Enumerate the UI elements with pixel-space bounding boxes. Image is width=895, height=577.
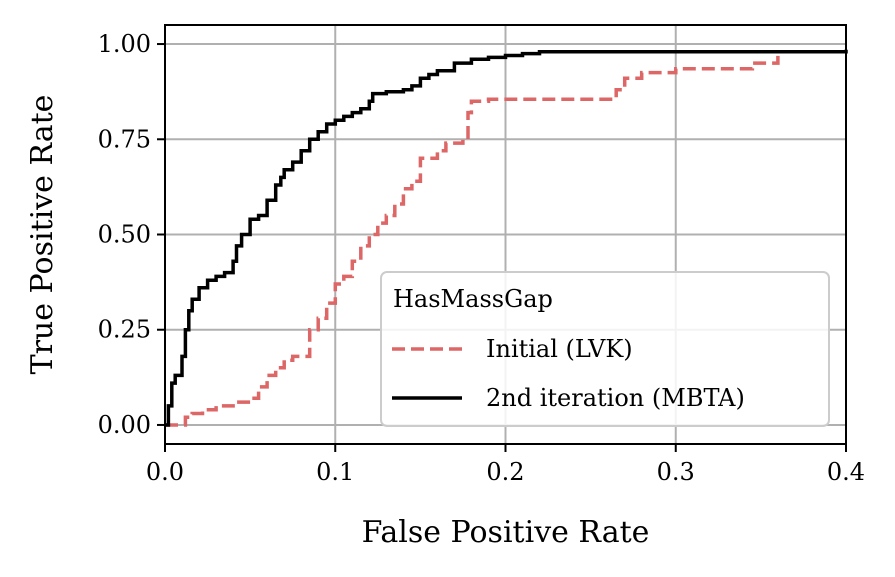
y-axis-label: True Positive Rate	[25, 95, 60, 375]
x-tick-label: 0.3	[657, 458, 695, 486]
x-tick-label: 0.1	[316, 458, 354, 486]
series-line-second-iteration-mbta	[165, 49, 848, 427]
y-tick-label: 0.00	[98, 411, 151, 439]
x-tick-label: 0.4	[827, 458, 865, 486]
y-tick-label: 0.50	[98, 221, 151, 249]
ticks: 0.0 0.1 0.2 0.3 0.4 0.00 0.25 0.50 0.75 1.00	[98, 30, 866, 486]
legend-box	[380, 271, 830, 427]
series-layer	[165, 49, 848, 427]
y-tick-label: 1.00	[98, 30, 151, 58]
legend-title: HasMassGap	[393, 285, 553, 313]
x-tick-label: 0.0	[146, 458, 184, 486]
legend: HasMassGap Initial (LVK) 2nd iteration (…	[380, 271, 830, 427]
y-tick-label: 0.25	[98, 316, 151, 344]
series-line-initial-lvk	[165, 51, 780, 427]
y-tick-label: 0.75	[98, 125, 151, 153]
x-axis-label: False Positive Rate	[362, 515, 650, 550]
x-tick-label: 0.2	[486, 458, 524, 486]
legend-label-mbta: 2nd iteration (MBTA)	[486, 384, 745, 412]
legend-label-initial: Initial (LVK)	[486, 335, 633, 363]
